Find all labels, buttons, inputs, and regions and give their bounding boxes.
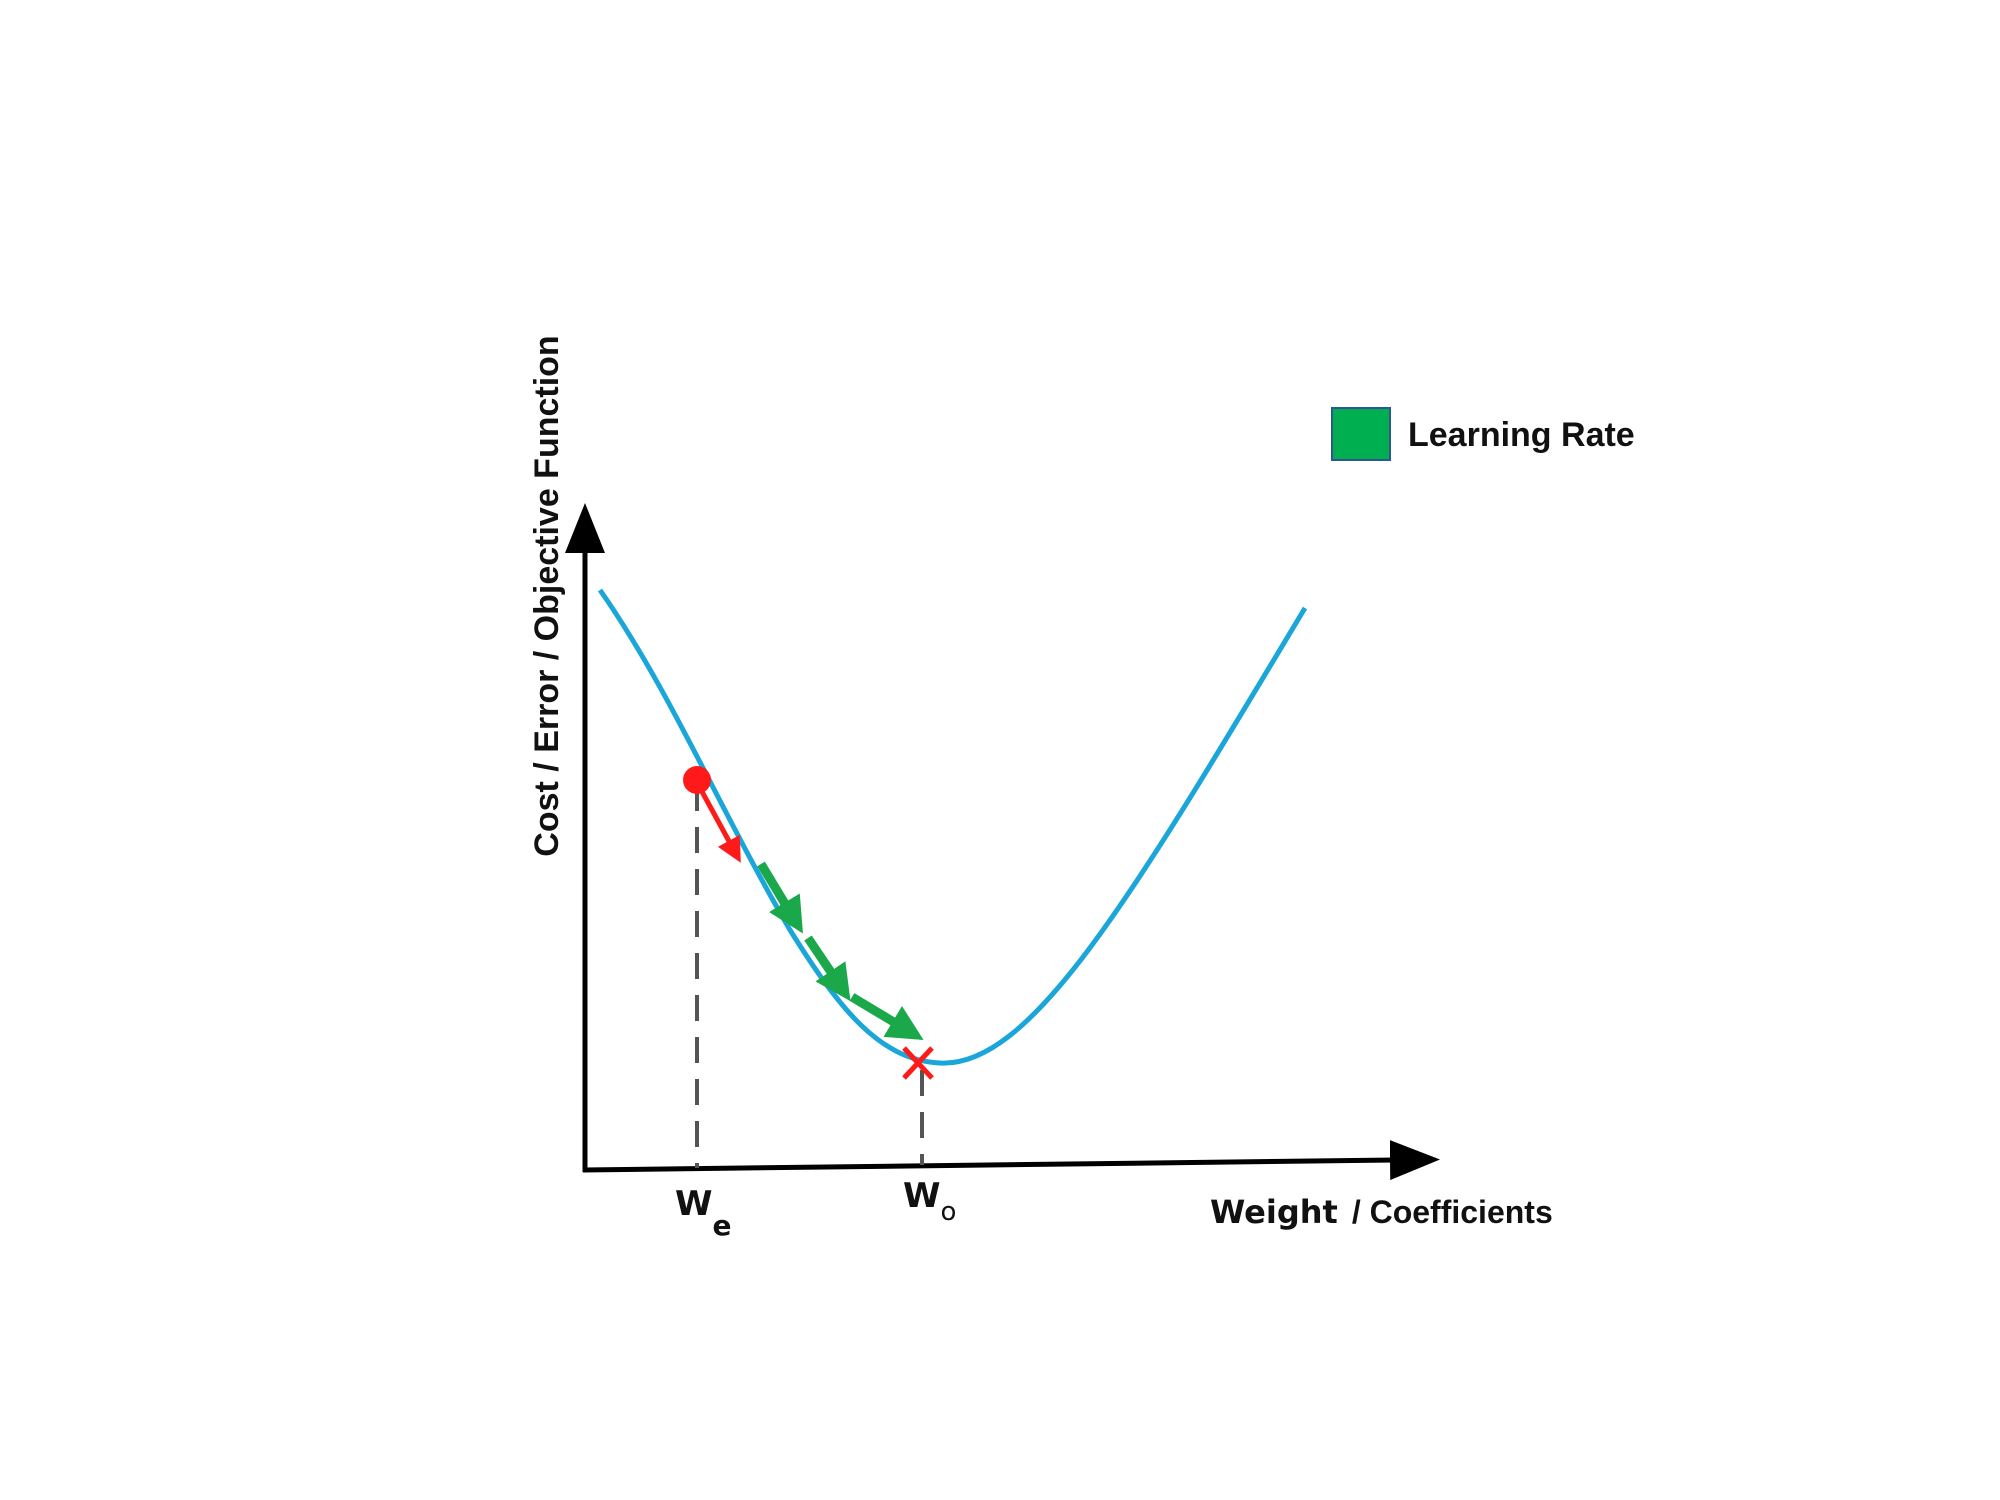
legend-swatch [1331,407,1391,461]
cost-curve [597,588,1308,1066]
wo-tick-label: Wo [903,1176,956,1227]
wo-main: W [903,1176,941,1216]
green-step-arrow [757,861,803,934]
x-axis [582,1140,1440,1181]
learning-rate-steps [757,861,924,1040]
x-mark-icon [902,1046,934,1080]
we-sub: e [713,1209,732,1242]
green-step-arrow [804,935,851,1002]
y-axis-label: Cost / Error / Objective Function [528,335,566,856]
green-step-arrow [849,993,924,1040]
x-axis-label-coefficients: / Coefficients [1352,1194,1553,1230]
legend-label: Learning Rate [1408,416,1635,454]
start-point [683,766,711,794]
legend: Learning Rate [1331,407,1635,461]
red-step-arrow [697,786,741,863]
wo-sub: o [941,1197,957,1227]
x-axis-label: Weight / Coefficients [1210,1193,1553,1231]
we-tick-label: We [675,1184,732,1242]
x-axis-label-weight: Weight [1210,1193,1338,1231]
we-main: W [675,1184,713,1224]
